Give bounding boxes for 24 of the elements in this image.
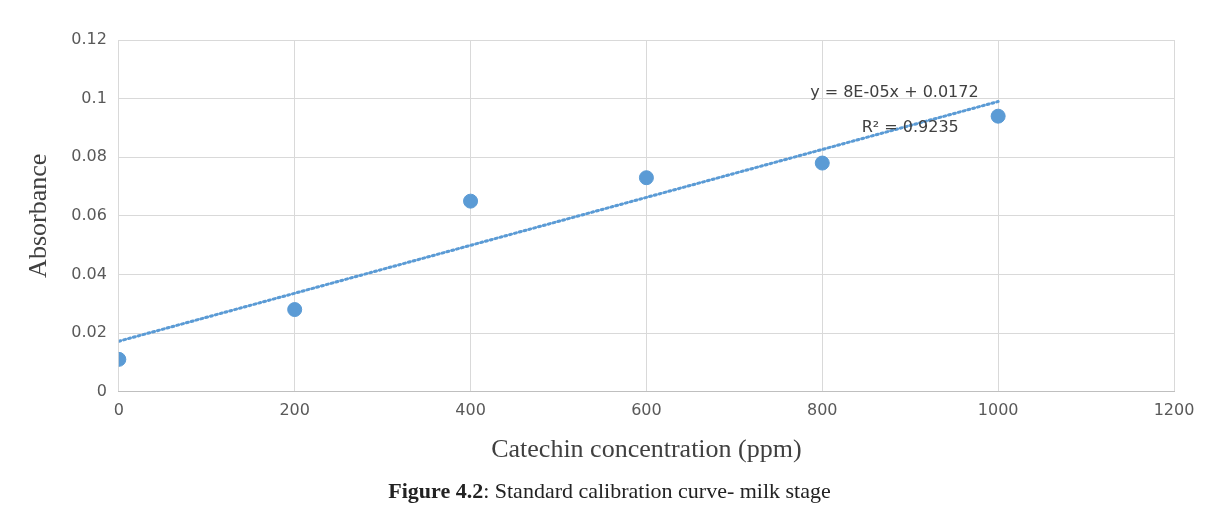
y-tick-label: 0.12 <box>71 29 107 49</box>
point <box>814 155 830 171</box>
y-tick-label: 0 <box>96 380 107 400</box>
x-tick-label: 800 <box>807 400 838 420</box>
x-tick-label: 1000 <box>977 400 1019 420</box>
y-axis-title: Absorbance <box>23 153 53 278</box>
y-tick-label: 0.1 <box>81 87 107 107</box>
y-tick-label: 0.04 <box>71 263 107 283</box>
text: Figure 4.2: Standard calibration curve- milk stage <box>387 478 832 504</box>
y-tick-label: 0.06 <box>71 204 107 224</box>
y-tick-label: 0.02 <box>71 322 107 342</box>
point <box>638 170 654 186</box>
point <box>990 108 1006 124</box>
annotation: R² = 0.9235 <box>861 117 959 137</box>
x-tick-label: 600 <box>631 400 662 420</box>
point <box>287 302 303 318</box>
x-tick-label: 200 <box>279 400 310 420</box>
x-tick-label: 1200 <box>1153 400 1195 420</box>
point <box>463 193 479 209</box>
x-axis-title: Catechin concentration (ppm) <box>491 434 802 464</box>
annotation: y = 8E-05x + 0.0172 <box>810 81 979 101</box>
x-tick-label: 400 <box>455 400 486 420</box>
y-tick-label: 0.08 <box>71 146 107 166</box>
x-tick-label: 0 <box>113 400 124 420</box>
